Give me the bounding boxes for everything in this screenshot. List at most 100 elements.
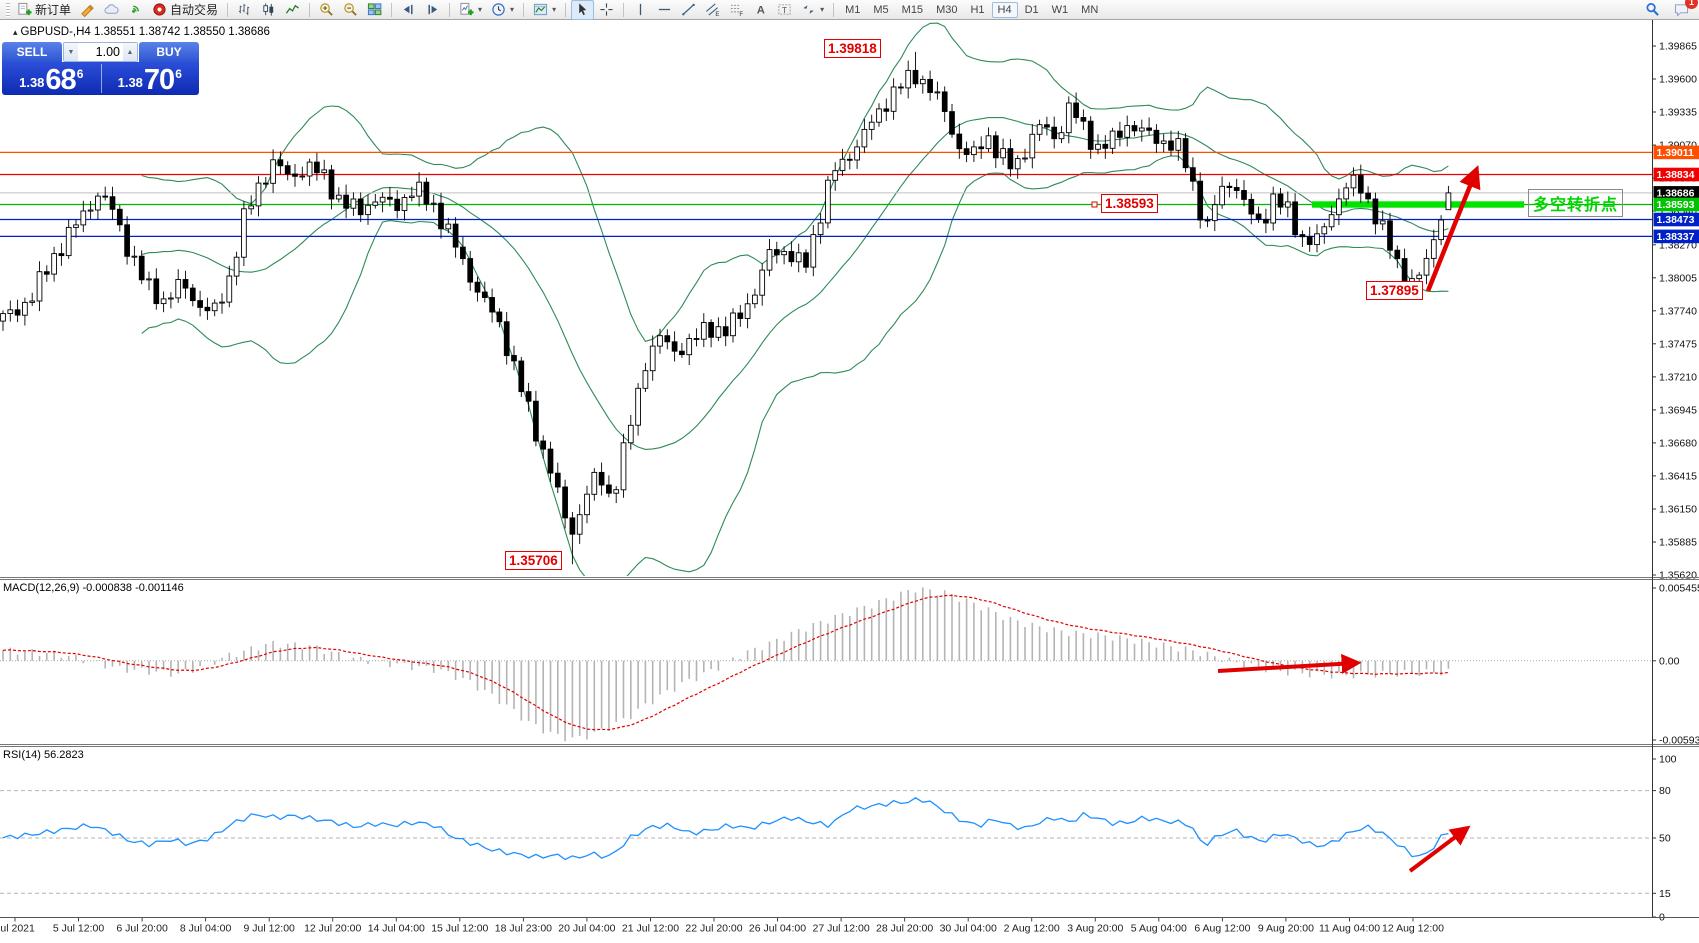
rsi-trend-arrow[interactable]	[1408, 825, 1471, 873]
text-tool-button[interactable]: A	[749, 0, 772, 20]
timeframe-mn[interactable]: MN	[1081, 3, 1099, 16]
crayon-tool-button[interactable]	[76, 0, 99, 20]
text-label-tool-button[interactable]: T	[773, 0, 796, 20]
chart-shift-button[interactable]	[421, 0, 444, 20]
buy-button[interactable]: BUY	[139, 42, 199, 62]
macd-trend-arrow[interactable]	[1217, 653, 1362, 674]
svg-text:12 Jul 20:00: 12 Jul 20:00	[304, 923, 361, 935]
svg-text:50: 50	[1659, 833, 1671, 845]
svg-text:9 Jul 12:00: 9 Jul 12:00	[244, 923, 296, 935]
trendline-tool-button[interactable]	[677, 0, 700, 20]
templates-icon	[534, 3, 548, 16]
horizontal-line-tool-button[interactable]	[653, 0, 676, 20]
svg-text:E: E	[715, 11, 719, 17]
signal-icon	[132, 5, 139, 13]
new-order-label: 新订单	[35, 3, 72, 17]
auto-scroll-button[interactable]	[397, 0, 420, 20]
templates-button[interactable]: ▾	[529, 0, 560, 20]
svg-text:1.39865: 1.39865	[1659, 41, 1697, 53]
indicators-button[interactable]: ▾	[455, 0, 486, 20]
low-price-label[interactable]: 1.35706	[505, 551, 562, 570]
rsi-indicator-label: RSI(14) 56.2823	[3, 749, 84, 761]
timeframe-m30[interactable]: M30	[936, 3, 958, 16]
volume-input[interactable]	[78, 43, 123, 61]
svg-text:6 Jul 20:00: 6 Jul 20:00	[116, 923, 168, 935]
zoom-out-button[interactable]	[339, 0, 362, 20]
autotrade-icon	[153, 3, 166, 16]
bollinger-bands	[141, 22, 1449, 576]
candles	[0, 51, 1452, 565]
sell-button[interactable]: SELL	[2, 42, 62, 62]
svg-text:3 Aug 20:00: 3 Aug 20:00	[1067, 923, 1123, 935]
periods-button[interactable]: ▾	[487, 0, 518, 20]
timeframe-d1[interactable]: D1	[1024, 3, 1039, 16]
level-price-label[interactable]: 1.38593	[1101, 194, 1158, 213]
main-panel[interactable]	[0, 22, 1652, 586]
highlight-level-bar[interactable]	[1312, 201, 1524, 208]
timeframe-m15[interactable]: M15	[901, 3, 924, 16]
svg-text:9 Aug 20:00: 9 Aug 20:00	[1258, 923, 1314, 935]
sell-price: 1.38 68 6	[19, 64, 84, 96]
candlestick-chart-button[interactable]	[257, 0, 280, 20]
level-label-anchor[interactable]	[1091, 201, 1098, 208]
svg-text:1.38593: 1.38593	[1657, 199, 1695, 211]
main-trend-arrow[interactable]	[1425, 165, 1481, 292]
equidistant-channel-tool-button[interactable]: E	[701, 0, 724, 20]
horizontal-line-icon	[658, 8, 671, 11]
high-price-label[interactable]: 1.39818	[824, 39, 881, 58]
bar-chart-button[interactable]	[233, 0, 256, 20]
zoom-in-icon	[320, 3, 333, 16]
search-icon	[1646, 3, 1659, 16]
svg-text:1.35885: 1.35885	[1659, 537, 1697, 549]
svg-text:1.39600: 1.39600	[1659, 74, 1697, 86]
price-axis[interactable]: 1.398651.396001.393351.390701.388051.385…	[1652, 41, 1699, 924]
svg-text:1.37740: 1.37740	[1659, 305, 1697, 317]
crosshair-icon	[600, 3, 613, 16]
svg-text:12 Aug 12:00: 12 Aug 12:00	[1382, 923, 1444, 935]
fibonacci-tool-button[interactable]: F	[725, 0, 748, 20]
svg-text:0.005455: 0.005455	[1659, 583, 1699, 595]
timeframe-m1[interactable]: M1	[845, 3, 861, 16]
volume-decrease-button[interactable]: ▼	[64, 43, 78, 61]
swing-low-price-label[interactable]: 1.37895	[1366, 281, 1423, 300]
svg-text:20 Jul 04:00: 20 Jul 04:00	[558, 923, 615, 935]
line-chart-icon	[285, 4, 300, 14]
line-chart-button[interactable]	[281, 0, 304, 20]
volume-box: ▼ ▲	[63, 42, 138, 62]
quote-display: 1.38 68 6 1.38 70 6	[2, 62, 199, 95]
svg-text:22 Jul 20:00: 22 Jul 20:00	[685, 923, 742, 935]
tile-windows-button[interactable]	[363, 0, 386, 20]
autotrade-button[interactable]: 自动交易	[148, 0, 222, 20]
signal-button[interactable]	[124, 0, 147, 20]
svg-text:1.35620: 1.35620	[1659, 570, 1697, 582]
time-axis[interactable]: Jul 2021 5 Jul 12:00 6 Jul 20:00 8 Jul 04:0…	[0, 918, 1444, 935]
timeframe-h1[interactable]: H1	[970, 3, 985, 16]
zoom-in-button[interactable]	[315, 0, 338, 20]
timeframe-w1[interactable]: W1	[1051, 3, 1069, 16]
crayon-icon	[81, 4, 94, 17]
timeframe-h4[interactable]: H4	[991, 1, 1018, 18]
svg-text:F: F	[739, 11, 743, 17]
cn-note-label[interactable]: 多空转折点	[1528, 189, 1624, 217]
rsi-panel[interactable]	[0, 790, 1652, 894]
new-order-button[interactable]: 新订单	[13, 0, 75, 20]
tile-windows-icon	[367, 3, 382, 16]
svg-text:5 Aug 04:00: 5 Aug 04:00	[1131, 923, 1187, 935]
crosshair-tool-button[interactable]	[595, 0, 618, 20]
notifications-button[interactable]: 1	[1670, 0, 1698, 20]
text-label-icon: T	[778, 4, 791, 15]
rsi-line	[2, 797, 1449, 861]
macd-panel[interactable]	[0, 587, 1652, 742]
toolbar-grip[interactable]	[6, 2, 10, 17]
volume-increase-button[interactable]: ▲	[123, 43, 137, 61]
cloud-button[interactable]	[100, 0, 123, 20]
vertical-line-tool-button[interactable]	[629, 0, 652, 20]
search-button[interactable]	[1641, 0, 1664, 20]
templates-caret-icon: ▾	[552, 5, 557, 14]
arrows-tool-button[interactable]: ▾	[797, 0, 828, 20]
cursor-tool-button[interactable]	[571, 0, 595, 20]
timeframe-m5[interactable]: M5	[873, 3, 889, 16]
